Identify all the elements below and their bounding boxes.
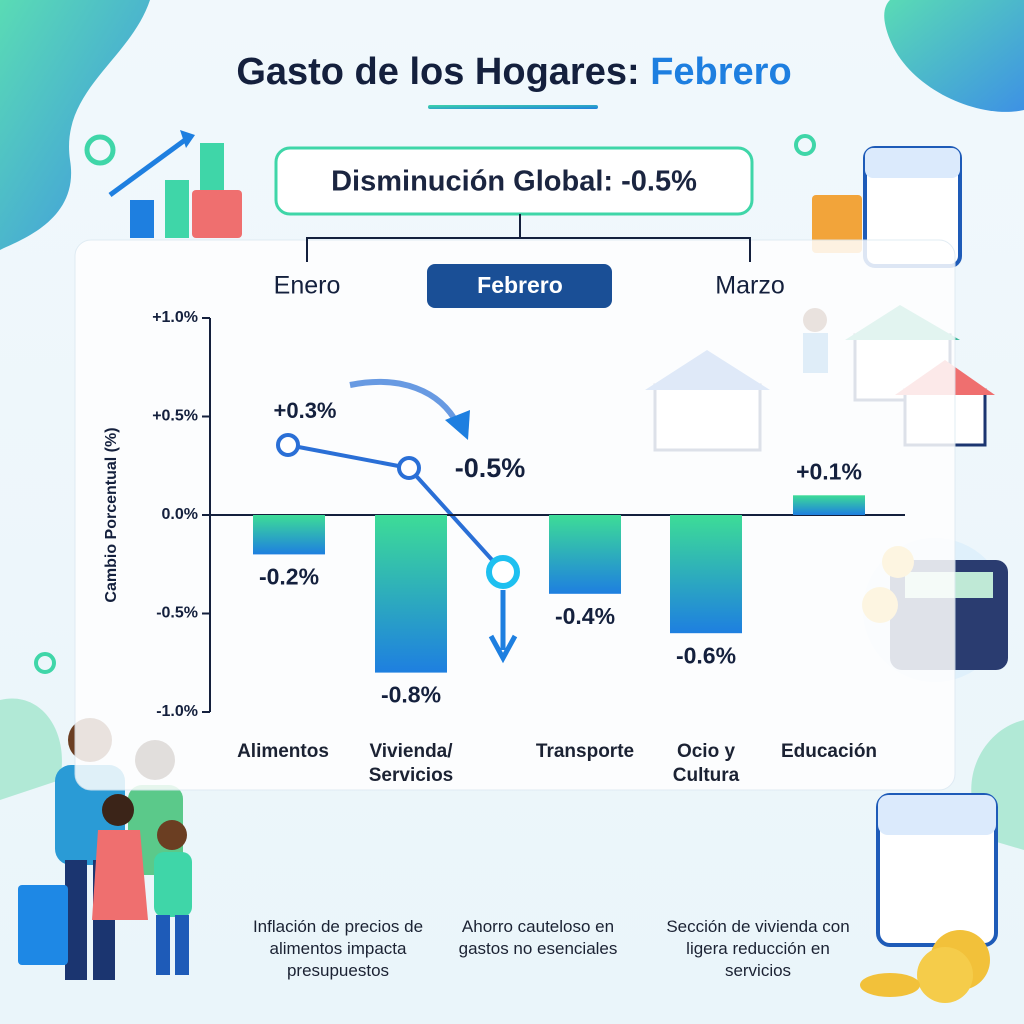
summary-banner-text: Disminución Global: -0.5% <box>331 166 697 198</box>
category-label: Educación <box>780 741 878 762</box>
decor-ring <box>794 134 816 156</box>
title-highlight: Febrero <box>650 51 791 93</box>
decor-ring <box>84 134 116 166</box>
decor-blob <box>884 0 1024 112</box>
trend-point <box>397 456 421 480</box>
trend-arrow-head <box>445 410 470 440</box>
timeline-label: Marzo <box>715 272 784 300</box>
y-tick-label: 0.0% <box>162 506 198 523</box>
note: Sección de vivienda con ligera reducción… <box>666 917 850 980</box>
value-label: -0.2% <box>259 563 319 589</box>
category-label: Alimentos <box>237 741 329 762</box>
timeline-label: Enero <box>274 272 341 300</box>
trend-point <box>276 433 300 457</box>
value-label: -0.8% <box>381 682 441 708</box>
bar <box>253 515 325 555</box>
summary-banner <box>274 146 754 216</box>
annotation: +0.3% <box>274 398 337 423</box>
category-label: Transporte <box>535 741 635 762</box>
chart-title: Gasto de los Hogares: Febrero <box>236 51 791 93</box>
decor-blob <box>0 0 150 250</box>
timeline-bracket <box>306 214 751 262</box>
timeline-label: Febrero <box>477 272 563 298</box>
trend-point <box>486 555 520 589</box>
growth-icon <box>108 130 242 238</box>
decor-ring <box>34 652 56 674</box>
value-label: -0.4% <box>555 603 615 629</box>
note: Inflación de precios de alimentos impact… <box>252 917 424 980</box>
trend-arrow <box>349 379 461 427</box>
value-label: +0.1% <box>796 458 862 484</box>
title-underline <box>428 105 598 109</box>
decor-blob <box>0 698 62 800</box>
bar <box>793 495 865 515</box>
value-label: -0.6% <box>676 642 736 668</box>
bar <box>549 515 621 594</box>
y-tick-label: -1.0% <box>156 703 198 720</box>
title-main: Gasto de los Hogares: <box>236 51 639 93</box>
y-tick-label: +1.0% <box>152 309 198 326</box>
annotation: -0.5% <box>455 453 526 483</box>
calendar-icon <box>812 146 998 1003</box>
trend-down-arrow <box>488 590 518 664</box>
category-label: Vivienda/ Servicios <box>368 741 454 786</box>
y-tick-label: +0.5% <box>152 408 198 425</box>
bar <box>670 515 742 634</box>
category-label: Ocio y Cultura <box>672 741 740 786</box>
timeline-current <box>427 264 612 308</box>
y-axis-label: Cambio Porcentual (%) <box>103 427 120 602</box>
note: Ahorro cauteloso en gastos no esenciales <box>458 917 618 958</box>
y-tick-label: -0.5% <box>156 605 198 622</box>
bar <box>375 515 447 673</box>
